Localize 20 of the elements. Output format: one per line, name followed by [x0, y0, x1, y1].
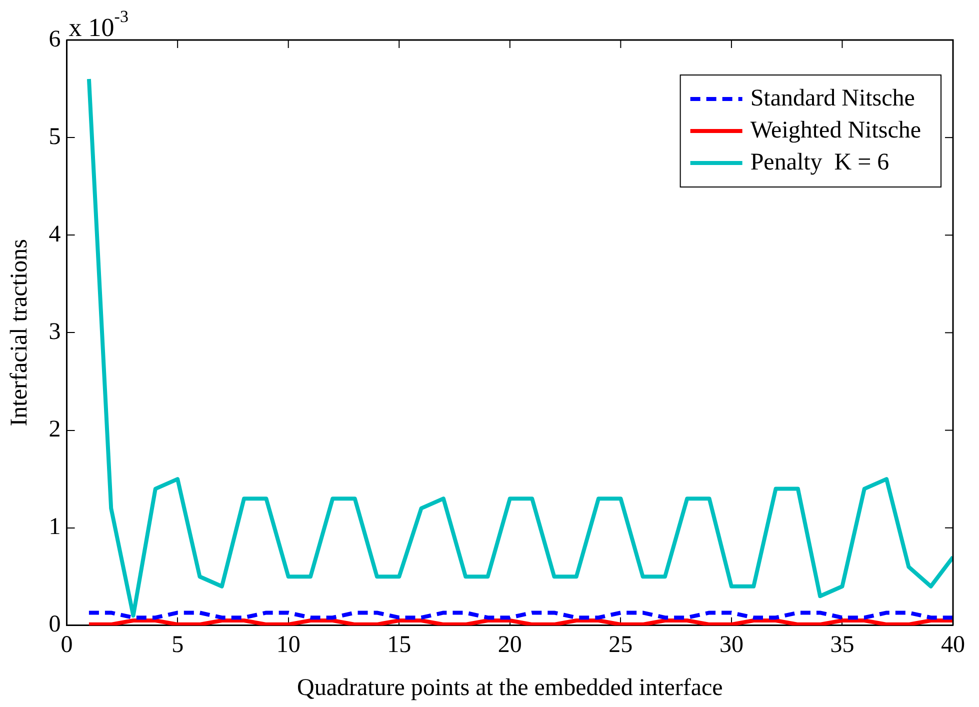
x-tick-label: 40	[941, 632, 965, 658]
legend-label: Penalty K = 6	[750, 149, 890, 176]
x-tick-label: 20	[498, 632, 522, 658]
y-tick-label: 6	[48, 26, 61, 52]
x-tick-label: 25	[608, 632, 633, 658]
x-tick-label: 5	[172, 632, 184, 658]
legend-label: Standard Nitsche	[750, 85, 915, 112]
y-tick-label: 2	[48, 416, 61, 443]
y-tick-label: 4	[48, 221, 61, 248]
legend-label: Weighted Nitsche	[750, 117, 922, 144]
y-tick-label: 5	[48, 124, 61, 150]
x-tick-label: 10	[276, 632, 300, 658]
x-tick-label: 35	[830, 632, 854, 658]
y-axis-title: Interfacial tractions	[6, 239, 33, 426]
x-axis-title: Quadrature points at the embedded interface	[296, 674, 723, 701]
y-tick-label: 0	[48, 612, 61, 638]
y-tick-label: 1	[48, 514, 61, 540]
x-tick-label: 15	[387, 632, 412, 658]
y-tick-label: 3	[48, 318, 61, 345]
x-tick-label: 30	[719, 632, 744, 658]
